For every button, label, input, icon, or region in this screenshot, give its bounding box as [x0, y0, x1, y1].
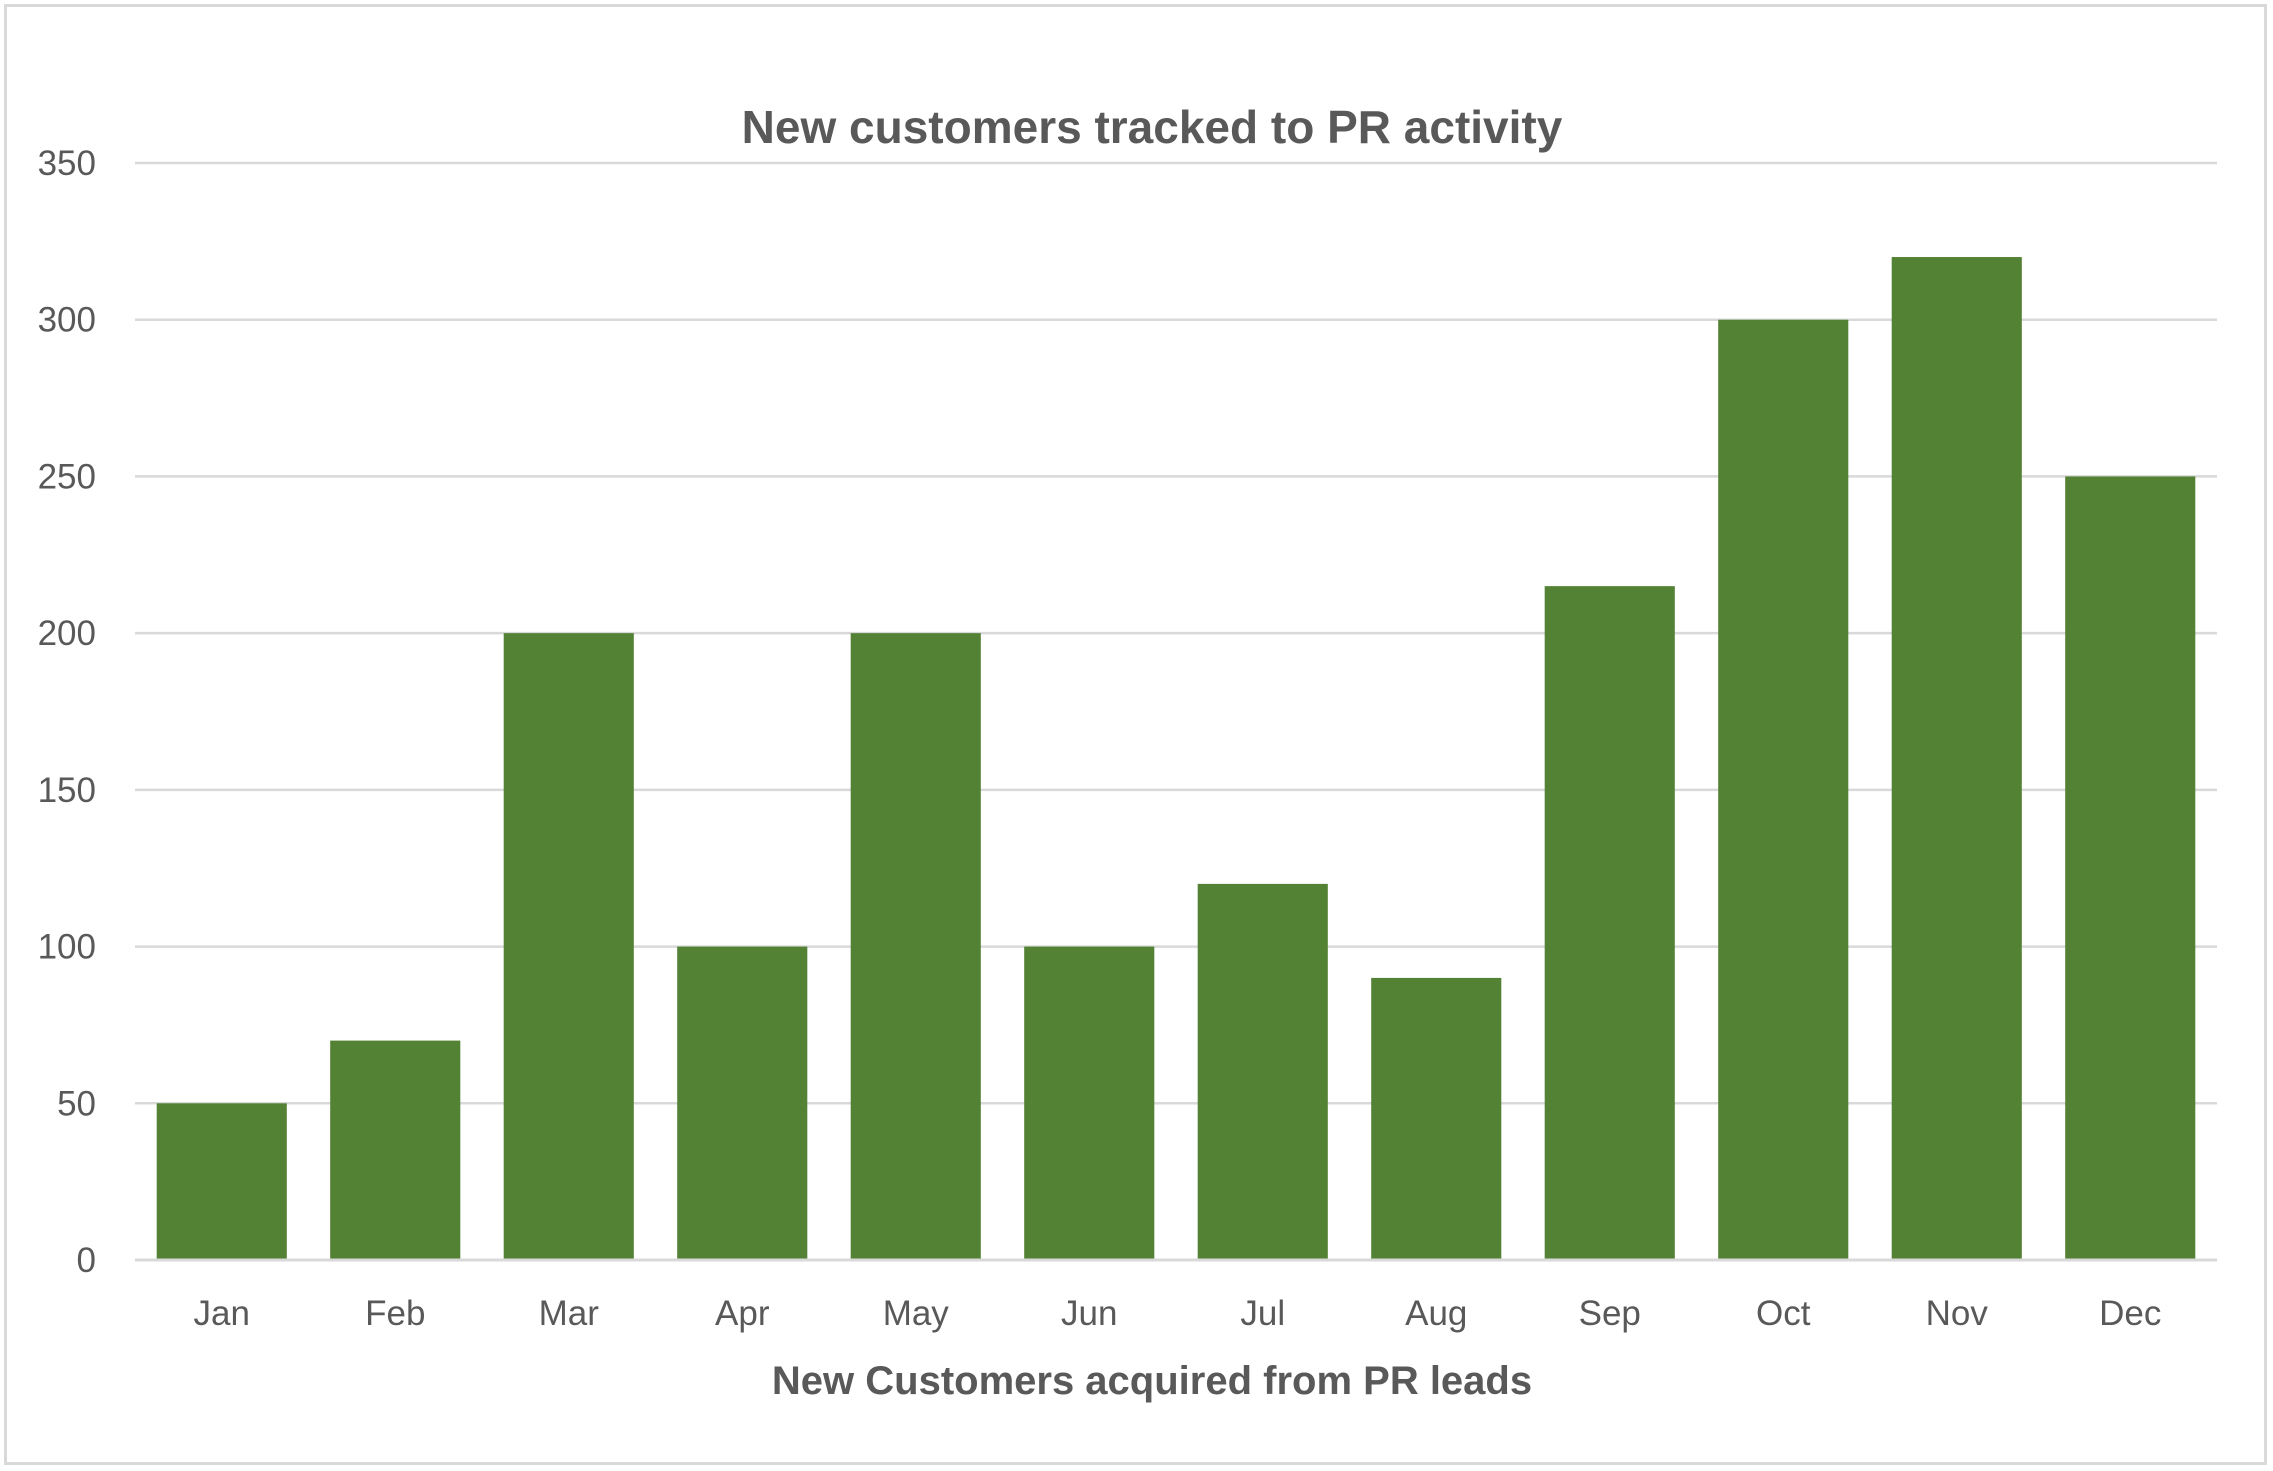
bar-nov	[1891, 257, 2022, 1260]
bar-apr	[677, 946, 808, 1260]
bars	[156, 257, 2196, 1260]
bar-may	[850, 633, 981, 1260]
x-tick-label: Dec	[2099, 1294, 2161, 1333]
gridlines	[135, 161, 2217, 1105]
x-tick-label: Jul	[1240, 1294, 1285, 1333]
x-tick-label: Feb	[365, 1294, 425, 1333]
y-tick-label: 200	[38, 614, 96, 653]
y-tick-label: 50	[57, 1084, 96, 1123]
x-tick-label: Mar	[539, 1294, 600, 1333]
y-tick-label: 250	[38, 457, 96, 496]
y-axis-tick-labels: 0 50 100 150 200 250 300 350	[38, 144, 96, 1280]
x-tick-label: Sep	[1579, 1294, 1641, 1333]
x-tick-label: Apr	[715, 1294, 770, 1333]
y-tick-label: 0	[77, 1241, 96, 1280]
y-tick-label: 100	[38, 928, 96, 967]
x-tick-label: May	[883, 1294, 950, 1333]
bar-oct	[1718, 319, 1849, 1260]
bar-sep	[1544, 586, 1675, 1260]
x-axis-tick-labels: Jan Feb Mar Apr May Jun Jul Aug Sep Oct Nov Dec	[194, 1294, 2162, 1333]
x-tick-label: Oct	[1756, 1294, 1811, 1333]
x-axis-title: New Customers acquired from PR leads	[772, 1359, 1532, 1403]
bar-mar	[503, 633, 634, 1260]
x-tick-label: Jan	[194, 1294, 250, 1333]
y-tick-label: 300	[38, 301, 96, 340]
bar-jan	[156, 1103, 287, 1260]
bar-dec	[2065, 476, 2196, 1260]
x-tick-label: Aug	[1405, 1294, 1467, 1333]
bar-jun	[1024, 946, 1155, 1260]
bar-jul	[1197, 883, 1328, 1260]
x-tick-label: Nov	[1926, 1294, 1989, 1333]
y-tick-label: 150	[38, 771, 96, 810]
chart-title: New customers tracked to PR activity	[742, 101, 1563, 153]
y-tick-label: 350	[38, 144, 96, 183]
x-tick-label: Jun	[1061, 1294, 1117, 1333]
bar-feb	[330, 1040, 461, 1260]
bar-aug	[1371, 977, 1502, 1260]
